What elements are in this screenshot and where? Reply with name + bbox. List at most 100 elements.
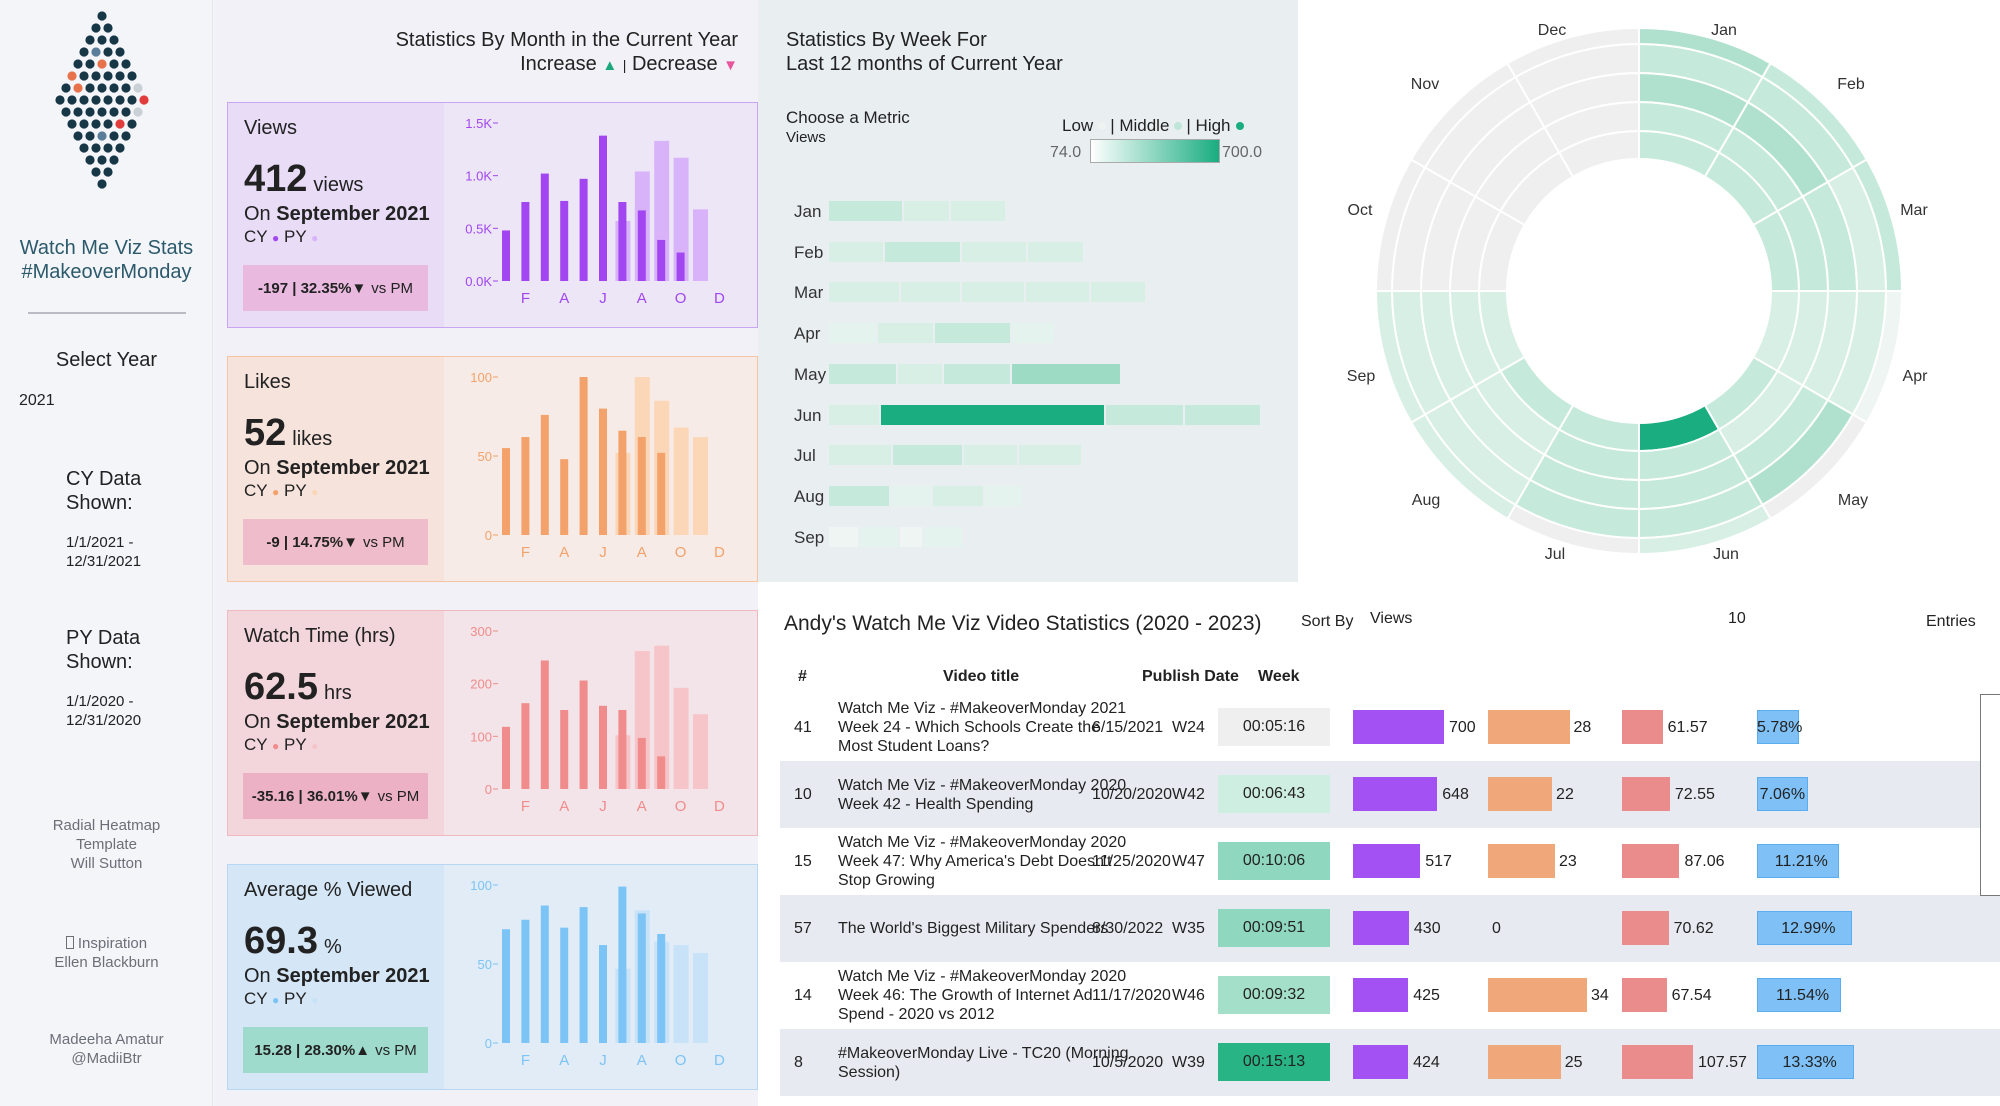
sort-by-dropdown[interactable]: Views: [1370, 610, 1413, 627]
views-value: 424: [1413, 1054, 1440, 1071]
week-heat-cell[interactable]: [904, 201, 951, 221]
video-title-link[interactable]: Watch Me Viz - #MakeoverMonday 2020 Week …: [838, 776, 1127, 813]
video-title-link[interactable]: Watch Me Viz - #MakeoverMonday 2020 Week …: [838, 834, 1127, 889]
kpi-mini-chart[interactable]: 1.5K 1.0K 0.5K 0.0K F A J A O D: [444, 103, 757, 327]
watch-time-bar: [1622, 777, 1670, 811]
views-value: 430: [1413, 920, 1441, 937]
x-tick-label: F: [521, 290, 530, 307]
table-row[interactable]: 8 #MakeoverMonday Live - TC20 (Morning Ses…: [780, 1029, 2000, 1096]
week-heat-cell[interactable]: [829, 485, 891, 506]
x-tick-label: A: [637, 290, 647, 307]
sidebar-divider: [28, 312, 186, 314]
credit-inspiration[interactable]: Inspiration Ellen Blackburn: [54, 935, 159, 971]
week-heat-cell[interactable]: [829, 241, 885, 262]
week-heat-cell[interactable]: [933, 485, 985, 506]
publish-date: 11/25/2020: [1092, 853, 1171, 870]
week-heat-cell[interactable]: [891, 485, 933, 506]
kpi-summary: Watch Time (hrs) 62.5 hrs On September 2021…: [228, 611, 444, 835]
kpi-mini-chart[interactable]: 300 200 100 0 F A J A O D: [444, 611, 757, 835]
week-heat-cell[interactable]: [1028, 241, 1085, 262]
logo-dot: [79, 95, 89, 105]
credit-template[interactable]: Radial Heatmap Template Will Sutton: [52, 817, 161, 872]
decrease-triangle-icon: ▼: [723, 57, 738, 74]
header-number[interactable]: #: [798, 668, 807, 685]
metric-selector[interactable]: Views: [786, 129, 826, 146]
week-heat-cell[interactable]: [829, 201, 904, 221]
week-heat-cell[interactable]: [935, 323, 1012, 344]
avg-watch-duration: 00:06:43: [1218, 775, 1330, 813]
week-heat-cell[interactable]: [964, 445, 1019, 466]
logo-dot: [109, 131, 119, 141]
high-dot-icon: [1235, 121, 1244, 130]
week-heat-cell[interactable]: [901, 282, 962, 303]
kpi-change-box: -35.16 | 36.01%▼ vs PM: [243, 773, 428, 819]
week-heat-cell[interactable]: [962, 241, 1028, 262]
entries-count-input[interactable]: 10: [1728, 610, 1746, 627]
kpi-card-watch-time[interactable]: Watch Time (hrs) 62.5 hrs On September 2021…: [227, 610, 758, 836]
select-year-dropdown[interactable]: 2021: [19, 392, 55, 409]
x-tick-label: D: [714, 290, 725, 307]
week-heat-cell[interactable]: [829, 404, 881, 425]
week-heat-cell[interactable]: [1019, 445, 1083, 466]
week-heat-cell[interactable]: [900, 526, 924, 547]
kpi-series-legend: CY ● PY ●: [244, 735, 319, 754]
week-heat-cell[interactable]: [829, 323, 878, 344]
video-title-link[interactable]: #MakeoverMonday Live - TC20 (Morning Sess…: [838, 1044, 1129, 1081]
y-tick-label: 50: [478, 449, 492, 464]
kpi-card-views[interactable]: Views 412 views On September 2021 CY ● PY ● -…: [227, 102, 758, 328]
y-tick-label: 0.0K: [465, 274, 492, 289]
logo-dot: [127, 119, 137, 129]
week-row-label: Apr: [794, 324, 821, 344]
week-heat-cell[interactable]: [1012, 363, 1122, 384]
avg-watch-duration: 00:15:13: [1218, 1043, 1330, 1081]
week-heat-cell[interactable]: [962, 282, 1026, 303]
radial-month-label: Jan: [1711, 22, 1737, 39]
row-number: 15: [794, 853, 812, 870]
week-heat-cell[interactable]: [829, 445, 893, 466]
week-heat-cell[interactable]: [893, 445, 964, 466]
radial-heatmap[interactable]: Jan Feb Mar Apr May Jun Jul Aug Sep Oct Nov Dec: [1298, 0, 2000, 582]
week-heat-cell[interactable]: [985, 485, 1024, 506]
week-heat-cell[interactable]: [829, 526, 860, 547]
kpi-mini-chart[interactable]: 100 50 0 F A J A O D: [444, 357, 757, 581]
kpi-mini-chart[interactable]: 100 50 0 F A J A O D: [444, 865, 757, 1089]
table-row[interactable]: 57 The World's Biggest Military Spenders 8…: [780, 895, 2000, 962]
video-title-link[interactable]: Watch Me Viz - #MakeoverMonday 2020 Week …: [838, 968, 1127, 1023]
credit-author[interactable]: Madeeha Amatur @MadiiBtr: [49, 1031, 164, 1067]
cy-bar: [579, 680, 588, 789]
header-week[interactable]: Week: [1258, 668, 1300, 685]
week-heat-cell[interactable]: [924, 526, 964, 547]
video-title-link[interactable]: The World's Biggest Military Spenders: [838, 920, 1109, 937]
table-row[interactable]: 15 Watch Me Viz - #MakeoverMonday 2020 Wee…: [780, 828, 2000, 895]
week-heat-cell[interactable]: [898, 363, 944, 384]
week-heat-cell[interactable]: [829, 282, 901, 303]
week-heat-cell[interactable]: [829, 363, 898, 384]
week-heat-cell[interactable]: [881, 404, 1106, 425]
header-publish-date[interactable]: Publish Date: [1142, 668, 1239, 685]
table-scrollbar[interactable]: [1980, 694, 2000, 896]
week-heat-cell[interactable]: [944, 363, 1012, 384]
week-heat-cell[interactable]: [951, 201, 1007, 221]
week-heat-cell[interactable]: [1012, 323, 1056, 344]
table-row[interactable]: 41 Watch Me Viz - #MakeoverMonday 2021 Wee…: [780, 694, 2000, 761]
week-row-label: Feb: [794, 242, 824, 262]
week-heat-cell[interactable]: [885, 241, 962, 262]
table-row[interactable]: 14 Watch Me Viz - #MakeoverMonday 2020 Wee…: [780, 962, 2000, 1029]
video-title-link[interactable]: Watch Me Viz - #MakeoverMonday 2021 Week …: [838, 700, 1127, 755]
kpi-card-avg-viewed[interactable]: Average % Viewed 69.3% On September 2021 CY…: [227, 864, 758, 1090]
week-heat-cell[interactable]: [878, 323, 935, 344]
week-heat-cell[interactable]: [1026, 282, 1091, 303]
week-heat-cell[interactable]: [1106, 404, 1185, 425]
kpi-card-likes[interactable]: Likes 52 likes On September 2021 CY ● PY ● -9…: [227, 356, 758, 582]
week-heat-cell[interactable]: [860, 526, 900, 547]
logo-dot: [67, 119, 77, 129]
x-tick-label: D: [714, 1052, 725, 1069]
cy-bar: [540, 660, 549, 789]
week-heat-cell[interactable]: [1091, 282, 1147, 303]
table-row[interactable]: 10 Watch Me Viz - #MakeoverMonday 2020 Wee…: [780, 761, 2000, 828]
header-video-title[interactable]: Video title: [943, 668, 1020, 685]
week-heat-cell[interactable]: [1185, 404, 1262, 425]
cy-bar: [618, 202, 627, 281]
radial-month-label: Oct: [1348, 202, 1373, 219]
views-bar: [1353, 777, 1438, 811]
